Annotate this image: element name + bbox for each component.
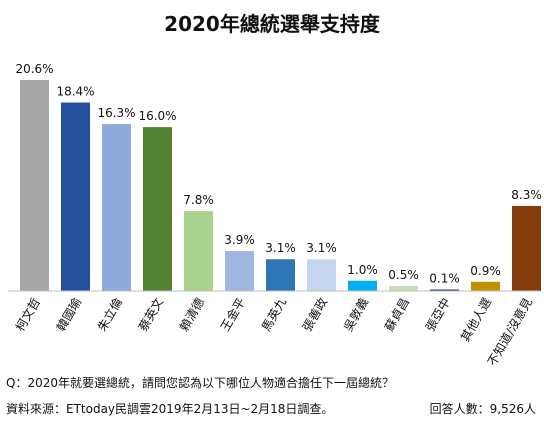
value-labels-group: 20.6%18.4%16.3% 16.0% 7.8% 3.9% 3.1% 3.1% 1.0%… xyxy=(15,62,541,286)
bar-11 xyxy=(471,281,500,291)
value-label-10: 0.1% xyxy=(429,272,460,286)
bar-7 xyxy=(307,259,336,291)
value-label-1: 18.4% xyxy=(56,85,94,99)
value-label-11: 0.9% xyxy=(470,264,501,278)
value-label-0: 20.6% xyxy=(15,62,53,76)
category-label-5: 王金平 xyxy=(217,295,248,334)
value-label-12: 8.3% xyxy=(511,188,542,202)
bar-12 xyxy=(512,205,541,291)
respondent-count: 回答人數：9,526人 xyxy=(429,402,536,416)
category-label-2: 朱立倫 xyxy=(94,295,125,334)
category-label-10: 張亞中 xyxy=(422,295,453,334)
bar-5 xyxy=(225,251,254,291)
bar-8 xyxy=(348,280,377,291)
category-label-1: 韓國瑜 xyxy=(53,295,84,334)
bar-4 xyxy=(184,211,213,291)
bar-0 xyxy=(20,80,49,291)
bar-9 xyxy=(389,285,418,291)
category-labels-group: 柯文哲 韓國瑜 朱立倫 蔡英文 賴清德 王金平 馬英九 張善政 吳敦義 蘇貞昌 張亞中 其他人選不知道… xyxy=(12,295,535,368)
value-label-3: 16.0% xyxy=(138,109,176,123)
bar-3 xyxy=(143,127,172,291)
category-label-8: 吳敦義 xyxy=(340,295,371,334)
bars-group xyxy=(20,80,541,291)
category-label-7: 張善政 xyxy=(299,295,330,334)
value-label-2: 16.3% xyxy=(97,106,135,120)
data-source: 資料來源：ETtoday民調雲2019年2月13日~2月18日調查。 xyxy=(6,402,334,416)
value-label-4: 7.8% xyxy=(183,193,214,207)
value-label-9: 0.5% xyxy=(388,268,419,282)
category-label-11: 其他人選 xyxy=(458,296,494,345)
category-label-4: 賴清德 xyxy=(176,295,207,334)
value-label-8: 1.0% xyxy=(347,263,378,277)
category-label-6: 馬英九 xyxy=(259,296,289,334)
bar-10 xyxy=(430,289,459,291)
category-label-9: 蘇貞昌 xyxy=(382,296,412,334)
category-label-0: 柯文哲 xyxy=(12,295,43,334)
value-label-7: 3.1% xyxy=(306,241,337,255)
bar-1 xyxy=(61,102,90,291)
chart-title: 2020年總統選舉支持度 xyxy=(164,12,380,36)
category-label-3: 蔡英文 xyxy=(135,295,166,334)
bar-6 xyxy=(266,259,295,291)
bar-2 xyxy=(102,124,131,291)
value-label-5: 3.9% xyxy=(224,233,255,247)
survey-question: Q：2020年就要選總統，請問您認為以下哪位人物適合擔任下一屆總統？ xyxy=(6,376,394,390)
value-label-6: 3.1% xyxy=(265,241,296,255)
